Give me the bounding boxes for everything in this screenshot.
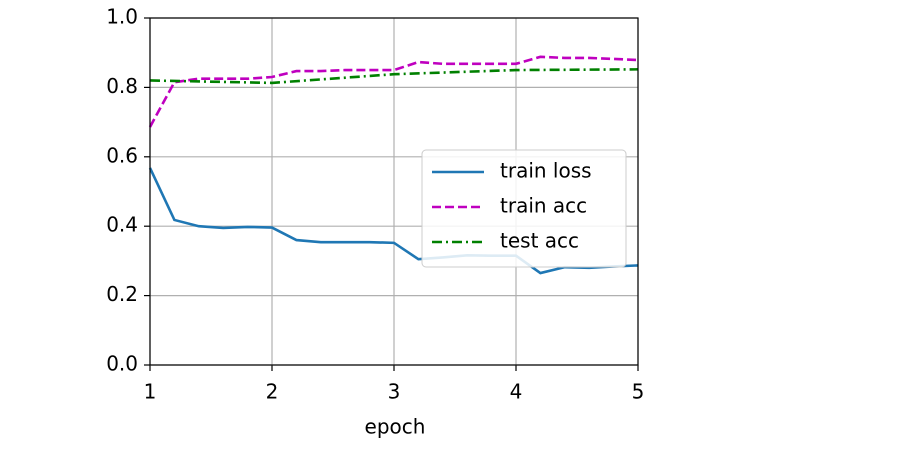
line	[148, 55, 639, 128]
legend-box	[421, 149, 627, 268]
x-tick-label: 1	[144, 380, 157, 404]
y-tick-label: 0.0	[106, 352, 138, 376]
x-tick-label: 4	[510, 380, 523, 404]
y-tick-label: 0.8	[106, 74, 138, 98]
plot-frame	[149, 17, 639, 366]
y-tick-label: 0.6	[106, 143, 138, 167]
legend-label: train acc	[500, 194, 587, 218]
y-tick-label: 0.2	[106, 282, 138, 306]
x-axis-label: epoch	[365, 415, 426, 439]
legend-label: test acc	[500, 229, 579, 253]
legend-label: train loss	[500, 159, 592, 183]
x-tick-label: 5	[632, 380, 645, 404]
x-tick-label: 2	[266, 380, 279, 404]
line	[148, 167, 639, 275]
y-tick-label: 0.4	[106, 213, 138, 237]
line	[149, 68, 639, 85]
y-tick-label: 1.0	[106, 5, 138, 29]
x-tick-label: 3	[388, 380, 401, 404]
